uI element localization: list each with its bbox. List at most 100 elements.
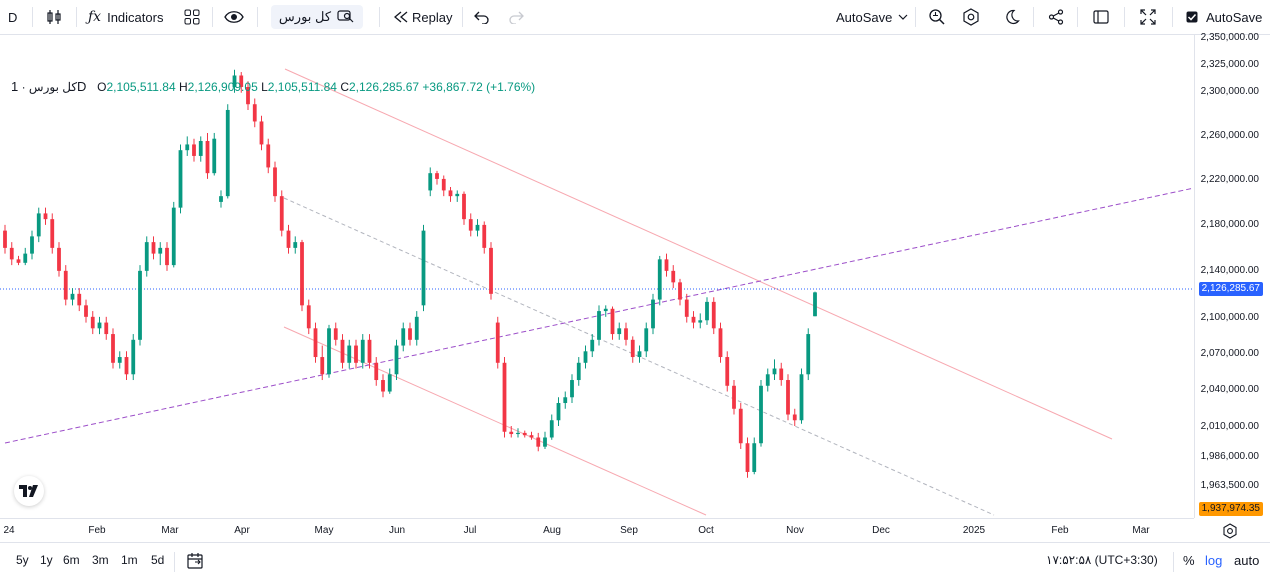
candle-body[interactable] <box>590 339 595 352</box>
candle-body[interactable] <box>489 247 493 294</box>
candle-body[interactable] <box>36 213 41 237</box>
candle-body[interactable] <box>759 385 763 444</box>
price-chart[interactable] <box>0 35 1194 518</box>
candle-body[interactable] <box>367 339 372 363</box>
candle-body[interactable] <box>711 301 716 329</box>
candle-body[interactable] <box>671 270 676 283</box>
candle-body[interactable] <box>306 305 311 329</box>
candle-body[interactable] <box>198 140 203 156</box>
range-5y[interactable]: 5y <box>16 553 29 567</box>
candle-body[interactable] <box>536 437 541 447</box>
candle-body[interactable] <box>43 213 48 220</box>
candle-body[interactable] <box>327 328 331 375</box>
candle-body[interactable] <box>347 345 352 363</box>
candle-body[interactable] <box>333 328 338 340</box>
candle-body[interactable] <box>320 357 325 375</box>
time-axis[interactable]: 24 Feb Mar Apr May Jun Jul Aug Sep Oct N… <box>0 518 1194 543</box>
candle-body[interactable] <box>509 431 514 435</box>
candle-body[interactable] <box>293 242 298 248</box>
candle-body[interactable] <box>624 328 628 340</box>
channel-lower-line[interactable] <box>283 326 707 516</box>
candle-body[interactable] <box>205 140 210 174</box>
candle-body[interactable] <box>387 374 392 392</box>
candle-body[interactable] <box>138 270 142 340</box>
candle-body[interactable] <box>219 196 223 202</box>
range-6m[interactable]: 6m <box>63 553 80 567</box>
candle-body[interactable] <box>300 242 304 306</box>
candle-body[interactable] <box>705 301 709 321</box>
candle-body[interactable] <box>259 121 264 145</box>
candle-body[interactable] <box>428 173 433 191</box>
candle-body[interactable] <box>286 230 291 248</box>
candle-body[interactable] <box>84 305 88 317</box>
percent-toggle[interactable]: % <box>1183 553 1195 568</box>
candle-body[interactable] <box>104 322 109 335</box>
candle-body[interactable] <box>212 138 217 174</box>
candle-body[interactable] <box>813 292 817 317</box>
candle-body[interactable] <box>408 328 412 340</box>
candle-body[interactable] <box>543 437 547 447</box>
candle-body[interactable] <box>556 403 561 421</box>
moon-icon[interactable] <box>1004 0 1020 34</box>
candle-body[interactable] <box>502 362 507 432</box>
candle-body[interactable] <box>576 362 581 381</box>
candle-body[interactable] <box>360 339 365 363</box>
candle-body[interactable] <box>313 328 318 358</box>
templates-icon[interactable] <box>183 0 201 34</box>
candle-body[interactable] <box>570 380 574 398</box>
legend-interval[interactable]: 1D <box>11 79 87 94</box>
candle-body[interactable] <box>718 328 723 358</box>
range-3m[interactable]: 3m <box>92 553 109 567</box>
candle-body[interactable] <box>441 178 446 191</box>
quick-search-icon[interactable] <box>928 0 946 34</box>
candle-body[interactable] <box>192 144 196 156</box>
legend-symbol[interactable]: کل بورس <box>28 80 78 94</box>
candle-body[interactable] <box>462 193 466 220</box>
redo-icon[interactable] <box>508 0 524 34</box>
chart-type-icon[interactable] <box>45 0 63 34</box>
candle-body[interactable] <box>644 328 649 352</box>
candle-body[interactable] <box>178 150 183 208</box>
candle-body[interactable] <box>381 380 385 392</box>
layout-icon[interactable] <box>1092 0 1110 34</box>
candle-body[interactable] <box>610 308 615 335</box>
eye-icon[interactable] <box>224 0 244 34</box>
candle-body[interactable] <box>691 316 696 323</box>
candle-body[interactable] <box>698 320 703 323</box>
candle-body[interactable] <box>529 435 534 438</box>
indicators-button[interactable]: ƒx Indicators <box>88 0 163 34</box>
candle-body[interactable] <box>16 259 21 263</box>
candle-body[interactable] <box>468 219 473 231</box>
range-1y[interactable]: 1y <box>40 553 53 567</box>
candle-body[interactable] <box>239 75 244 87</box>
candle-body[interactable] <box>144 242 149 271</box>
candle-body[interactable] <box>516 432 520 435</box>
candle-body[interactable] <box>279 196 284 231</box>
candle-body[interactable] <box>765 374 770 386</box>
candle-body[interactable] <box>475 224 480 231</box>
candle-body[interactable] <box>786 380 790 415</box>
channel-upper-line[interactable] <box>284 68 1113 440</box>
candle-body[interactable] <box>394 345 399 375</box>
candle-body[interactable] <box>23 253 28 263</box>
candle-body[interactable] <box>401 328 406 346</box>
candle-body[interactable] <box>77 293 82 306</box>
candle-body[interactable] <box>9 247 14 260</box>
candle-body[interactable] <box>482 224 487 248</box>
candle-body[interactable] <box>131 339 136 375</box>
candle-body[interactable] <box>171 207 176 266</box>
range-5d[interactable]: 5d <box>151 553 165 567</box>
candle-body[interactable] <box>738 408 743 444</box>
candle-body[interactable] <box>806 334 811 375</box>
calendar-range-icon[interactable] <box>186 552 204 575</box>
candle-body[interactable] <box>3 230 7 248</box>
candle-body[interactable] <box>124 357 129 375</box>
symbol-letter[interactable]: D <box>8 9 18 25</box>
candle-body[interactable] <box>165 247 169 266</box>
candle-body[interactable] <box>617 328 622 335</box>
candle-body[interactable] <box>57 247 61 271</box>
log-toggle[interactable]: log <box>1205 553 1223 568</box>
candle-body[interactable] <box>266 144 271 168</box>
candle-body[interactable] <box>448 190 453 197</box>
candle-body[interactable] <box>792 414 797 421</box>
